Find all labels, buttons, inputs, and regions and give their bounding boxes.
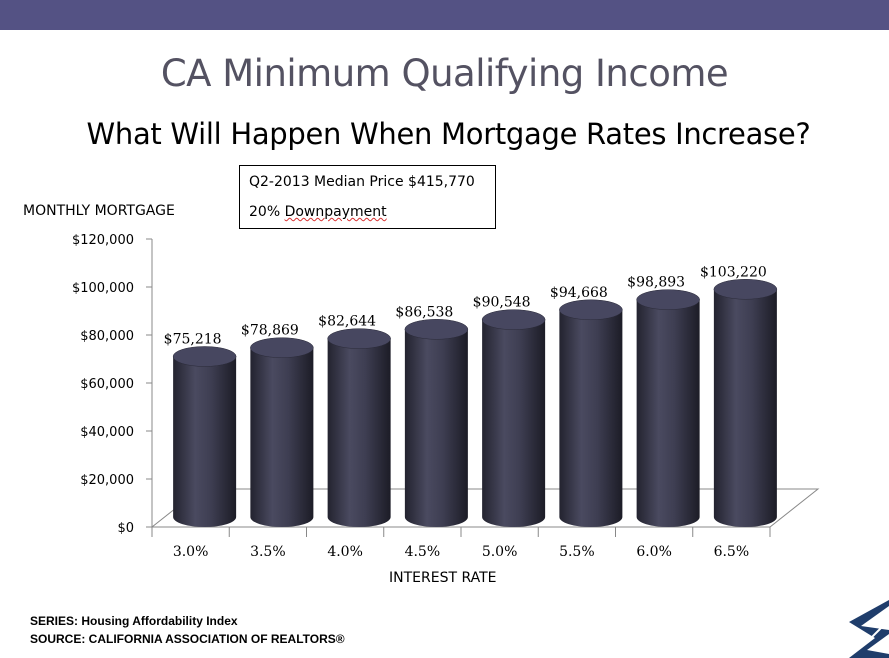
y-tick-label: $80,000: [80, 329, 134, 344]
bar-body: [327, 338, 391, 527]
bar-top: [636, 289, 700, 310]
median-price-text: Q2-2013 Median Price $415,770: [249, 174, 475, 190]
bar-body: [173, 356, 237, 527]
bar: [172, 346, 237, 527]
slide-subtitle: What Will Happen When Mortgage Rates Inc…: [86, 117, 811, 151]
y-tick-label: $20,000: [80, 473, 134, 488]
bar-body: [482, 319, 546, 527]
bar-body: [559, 309, 623, 527]
bar-value-label: $103,220: [700, 264, 767, 280]
top-banner: [0, 0, 889, 30]
bar-value-label: $82,644: [318, 314, 376, 330]
x-tick-label: 5.0%: [482, 544, 518, 560]
x-axis-title: INTEREST RATE: [389, 570, 497, 586]
downpayment-text: 20% Downpayment: [249, 204, 387, 220]
bar: [559, 299, 623, 527]
bar-value-label: $90,548: [473, 295, 531, 311]
downpayment-word: Downpayment: [284, 204, 387, 220]
bar-top: [172, 346, 237, 367]
bar-value-label: $75,218: [164, 331, 222, 347]
bar-body: [250, 347, 314, 527]
bar-body: [636, 299, 700, 527]
bar: [713, 279, 778, 527]
x-tick-label: 3.0%: [173, 544, 209, 560]
bar-top: [481, 309, 546, 330]
bar-value-label: $78,869: [241, 323, 299, 339]
source-note: SOURCE: CALIFORNIA ASSOCIATION OF REALTO…: [30, 632, 345, 646]
x-tick-label: 6.0%: [636, 544, 672, 560]
x-tick-label: 4.5%: [405, 544, 441, 560]
bar-top: [559, 299, 623, 321]
bar-top: [250, 337, 314, 358]
bar: [250, 337, 314, 527]
bar-value-label: $86,538: [395, 304, 453, 320]
bar-body: [404, 329, 468, 527]
y-tick-label: $120,000: [72, 233, 134, 248]
x-tick-label: 5.5%: [559, 544, 595, 560]
bar-value-label: $94,668: [550, 285, 608, 301]
chart-bars: [172, 279, 778, 527]
y-tick-label: $0: [117, 521, 134, 536]
bar: [481, 309, 546, 527]
median-price-textbox: Q2-2013 Median Price $415,770 20% Downpa…: [239, 165, 496, 229]
bar: [636, 289, 700, 527]
y-tick-label: $100,000: [72, 281, 134, 296]
downpayment-percent: 20%: [249, 204, 285, 220]
chart-labels: $0 $20,000 $40,000 $60,000 $80,000 $100,000 $1…: [72, 233, 767, 560]
bar-body: [713, 289, 777, 527]
bar: [404, 319, 469, 527]
car-logo-icon: [849, 600, 889, 658]
slide-title: CA Minimum Qualifying Income: [160, 52, 729, 95]
x-tick-label: 3.5%: [250, 544, 286, 560]
bar-top: [327, 328, 391, 349]
bar-value-label: $98,893: [627, 275, 685, 291]
x-tick-label: 4.0%: [327, 544, 363, 560]
y-tick-label: $60,000: [80, 377, 134, 392]
bar-top: [713, 279, 778, 300]
y-tick-label: $40,000: [80, 425, 134, 440]
y-axis-title: MONTHLY MORTGAGE: [23, 203, 175, 219]
x-tick-label: 6.5%: [714, 544, 750, 560]
bar-top: [404, 319, 469, 340]
series-note: SERIES: Housing Affordability Index: [30, 614, 238, 628]
bar: [327, 328, 391, 527]
